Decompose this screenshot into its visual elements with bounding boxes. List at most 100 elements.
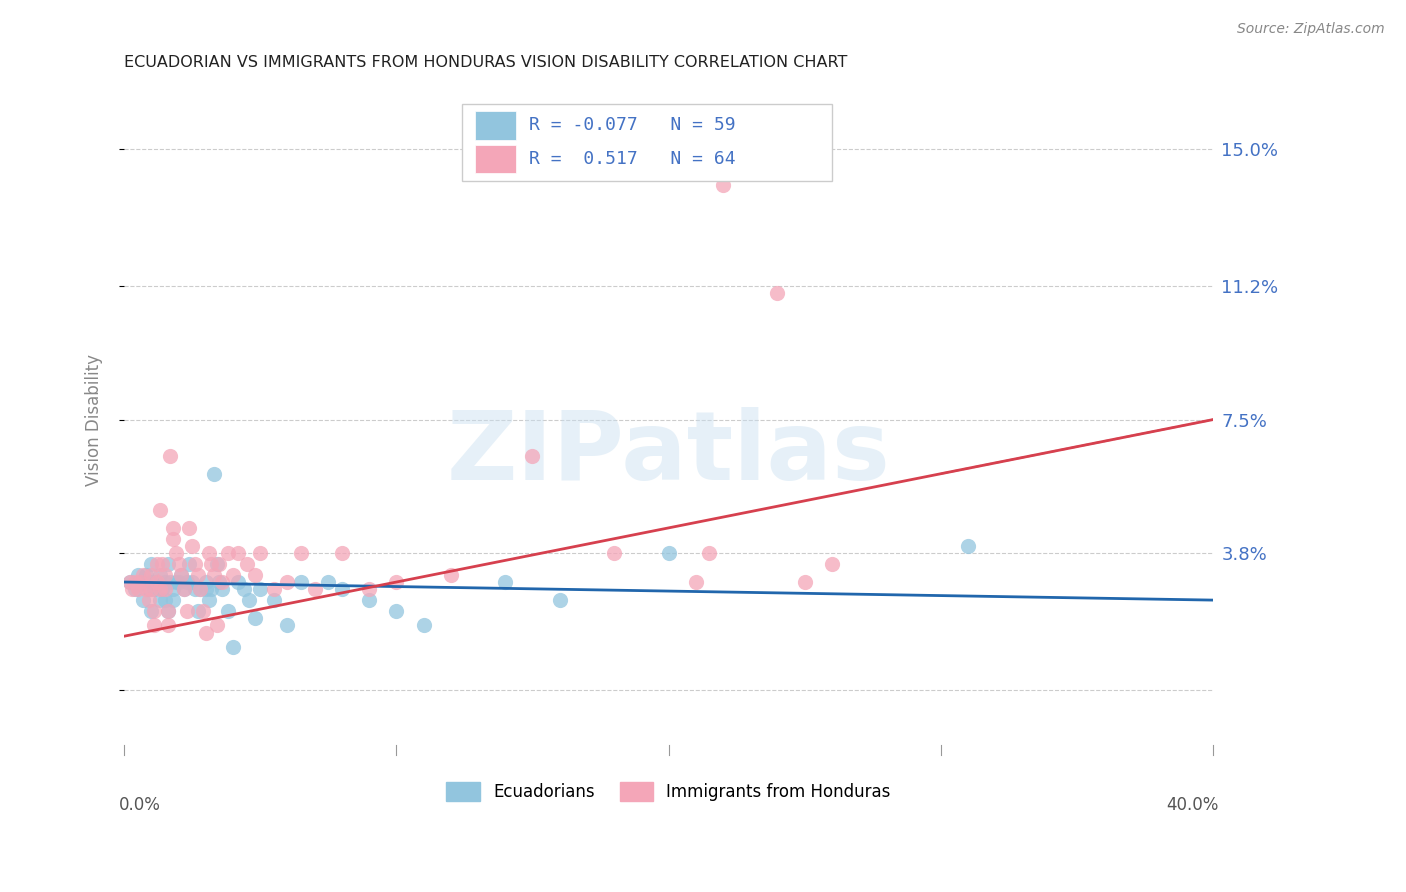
Point [181,539,204,553]
Y-axis label: Vision Disability: Vision Disability [86,353,103,485]
Point [148,593,170,607]
Point [243,567,266,582]
Point [793,575,815,590]
Point [153,575,176,590]
Point [173,582,195,597]
Point [205,557,228,571]
Point [202,567,225,582]
Point [135,582,157,597]
Point [821,557,844,571]
Point [249,546,271,560]
Point [238,593,260,607]
Point [235,557,257,571]
Point [167,557,190,571]
Point [150,557,173,571]
Point [205,618,228,632]
Point [197,593,219,607]
Point [190,582,212,597]
Point [217,546,239,560]
Text: R = -0.077   N = 59: R = -0.077 N = 59 [529,117,735,135]
Point [153,582,176,597]
Point [243,611,266,625]
Point [263,582,285,597]
Point [200,557,222,571]
Point [148,567,170,582]
Point [385,575,408,590]
Point [190,582,212,597]
Point [191,604,214,618]
Text: Source: ZipAtlas.com: Source: ZipAtlas.com [1237,22,1385,37]
Point [129,575,152,590]
Point [173,582,195,597]
Point [143,582,166,597]
Point [141,604,163,618]
Point [200,582,222,597]
Point [330,546,353,560]
Point [187,567,209,582]
Point [176,575,198,590]
Point [208,557,231,571]
Point [156,557,179,571]
Point [127,567,149,582]
FancyBboxPatch shape [475,145,516,173]
Point [150,582,173,597]
Point [162,521,184,535]
Point [146,557,169,571]
Point [184,557,207,571]
Point [222,567,245,582]
Point [187,604,209,618]
Legend: Ecuadorians, Immigrants from Honduras: Ecuadorians, Immigrants from Honduras [440,775,897,807]
Point [385,604,408,618]
Point [359,582,381,597]
Point [276,618,298,632]
Point [162,593,184,607]
Point [118,575,141,590]
Point [153,593,176,607]
Point [162,532,184,546]
Point [330,582,353,597]
Text: 0.0%: 0.0% [118,796,160,814]
Point [181,575,204,590]
Point [217,604,239,618]
Point [318,575,340,590]
Point [141,567,163,582]
Point [211,575,233,590]
Point [699,546,721,560]
Point [165,546,187,560]
Point [766,286,789,301]
Point [494,575,516,590]
Point [118,575,141,590]
Point [194,625,217,640]
Point [138,593,160,607]
Point [208,575,231,590]
Point [127,582,149,597]
Point [124,582,146,597]
Point [146,575,169,590]
Point [159,449,181,463]
Point [202,467,225,481]
Point [957,539,980,553]
Point [194,575,217,590]
Point [141,557,163,571]
Point [165,575,187,590]
Point [135,567,157,582]
Point [146,575,169,590]
Point [170,567,193,582]
Point [276,575,298,590]
Text: R =  0.517   N = 64: R = 0.517 N = 64 [529,150,735,168]
Point [156,618,179,632]
Point [290,546,312,560]
Point [176,604,198,618]
Point [249,582,271,597]
Point [211,582,233,597]
Text: ZIPatlas: ZIPatlas [447,407,890,500]
Point [153,567,176,582]
Text: 40.0%: 40.0% [1166,796,1219,814]
Point [232,582,254,597]
Point [179,557,201,571]
Point [162,582,184,597]
Point [170,567,193,582]
Point [148,503,170,517]
FancyBboxPatch shape [475,112,516,139]
Point [141,575,163,590]
